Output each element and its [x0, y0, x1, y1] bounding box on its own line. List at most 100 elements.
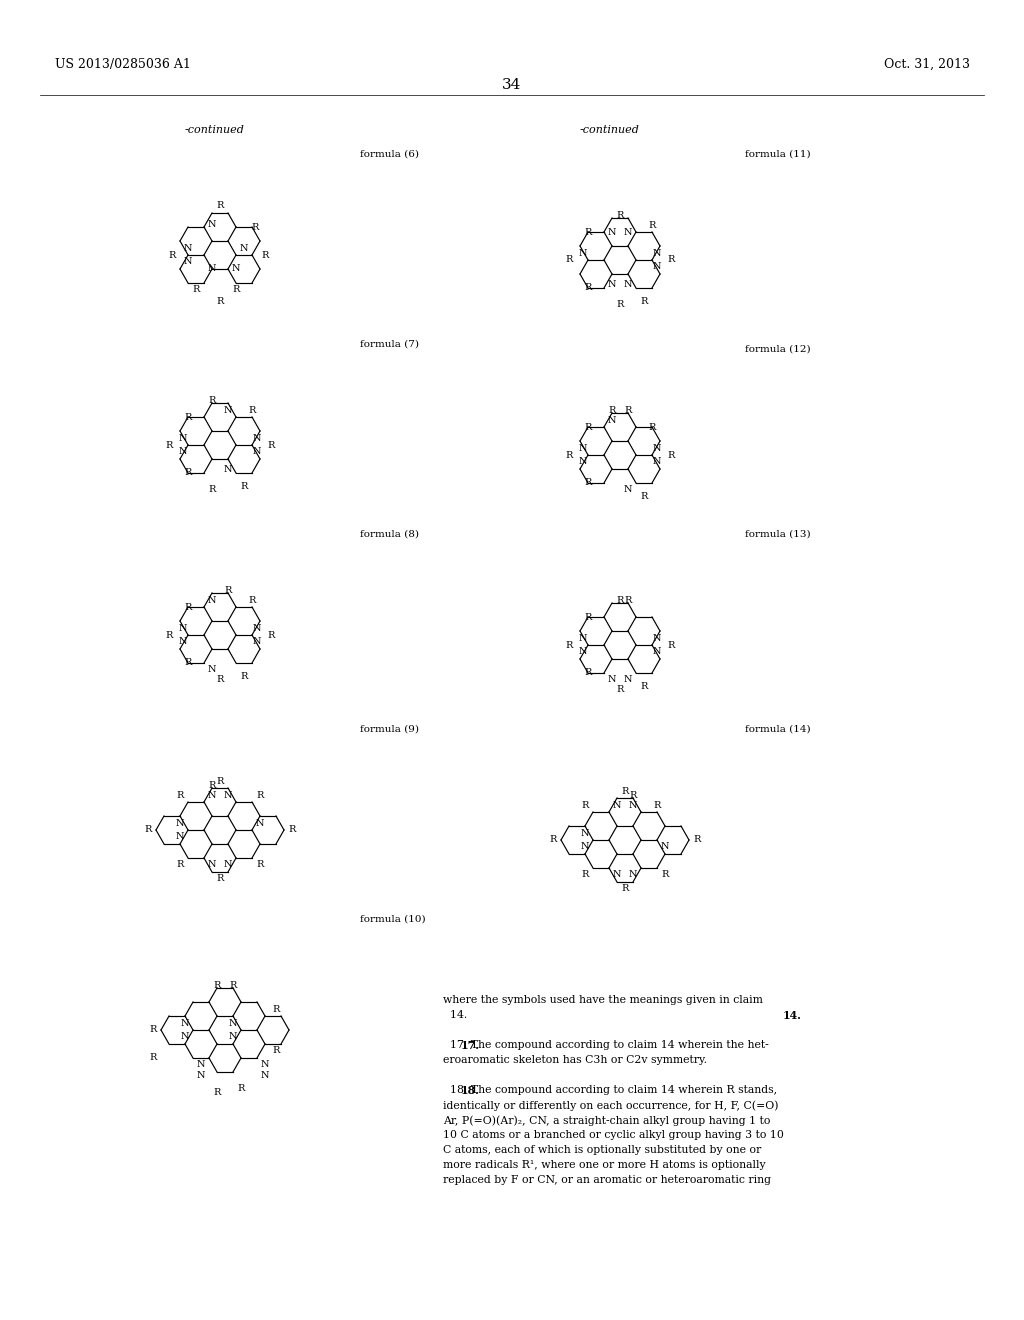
Text: R: R	[248, 405, 256, 414]
Text: N: N	[253, 447, 261, 457]
Text: eroaromatic skeleton has C3h or C2v symmetry.: eroaromatic skeleton has C3h or C2v symm…	[443, 1055, 707, 1065]
Text: R: R	[668, 256, 675, 264]
Text: formula (9): formula (9)	[360, 725, 419, 734]
Text: N: N	[224, 466, 232, 474]
Text: N: N	[660, 842, 670, 851]
Text: N: N	[253, 638, 261, 647]
Text: 14.: 14.	[783, 1010, 802, 1020]
Text: N: N	[208, 264, 216, 273]
Text: R: R	[267, 441, 274, 450]
Text: identically or differently on each occurrence, for H, F, C(=O): identically or differently on each occur…	[443, 1100, 778, 1110]
Text: N: N	[608, 675, 616, 684]
Text: N: N	[608, 280, 616, 289]
Text: N: N	[179, 638, 187, 647]
Text: N: N	[224, 861, 232, 869]
Text: R: R	[256, 861, 264, 869]
Text: C atoms, each of which is optionally substituted by one or: C atoms, each of which is optionally sub…	[443, 1144, 761, 1155]
Text: N: N	[624, 675, 632, 684]
Text: R: R	[216, 777, 223, 785]
Text: R: R	[668, 640, 675, 649]
Text: N: N	[208, 861, 216, 869]
Text: 18.: 18.	[461, 1085, 480, 1096]
Text: 17. The compound according to claim 14 wherein the het-: 17. The compound according to claim 14 w…	[443, 1040, 769, 1049]
Text: R: R	[693, 836, 700, 845]
Text: R: R	[216, 675, 223, 684]
Text: N: N	[176, 833, 184, 841]
Text: R: R	[267, 631, 274, 639]
Text: R: R	[585, 228, 592, 236]
Text: R: R	[653, 801, 660, 810]
Text: R: R	[565, 450, 572, 459]
Text: 18. The compound according to claim 14 wherein R stands,: 18. The compound according to claim 14 w…	[443, 1085, 777, 1096]
Text: N: N	[629, 801, 637, 810]
Text: formula (7): formula (7)	[360, 341, 419, 348]
Text: R: R	[252, 223, 259, 232]
Text: N: N	[253, 623, 261, 632]
Text: formula (11): formula (11)	[745, 150, 811, 158]
Text: 14.: 14.	[443, 1010, 467, 1020]
Text: R: R	[585, 284, 592, 292]
Text: 34: 34	[503, 78, 521, 92]
Text: R: R	[208, 396, 216, 405]
Text: R: R	[616, 300, 624, 309]
Text: formula (8): formula (8)	[360, 531, 419, 539]
Text: R: R	[213, 1088, 221, 1097]
Text: R: R	[272, 1047, 280, 1055]
Text: formula (13): formula (13)	[745, 531, 811, 539]
Text: N: N	[253, 433, 261, 442]
Text: N: N	[652, 444, 662, 453]
Text: R: R	[648, 422, 655, 432]
Text: R: R	[549, 836, 557, 845]
Text: R: R	[208, 484, 216, 494]
Text: R: R	[261, 251, 268, 260]
Text: R: R	[662, 870, 669, 879]
Text: US 2013/0285036 A1: US 2013/0285036 A1	[55, 58, 190, 71]
Text: N: N	[179, 433, 187, 442]
Text: R: R	[184, 659, 191, 667]
Text: N: N	[261, 1060, 269, 1069]
Text: N: N	[608, 228, 616, 236]
Text: N: N	[624, 228, 632, 236]
Text: N: N	[579, 444, 588, 453]
Text: N: N	[208, 219, 216, 228]
Text: R: R	[165, 631, 172, 639]
Text: N: N	[208, 791, 216, 800]
Text: R: R	[238, 1084, 245, 1093]
Text: R: R	[216, 874, 223, 883]
Text: N: N	[224, 405, 232, 414]
Text: N: N	[181, 1032, 189, 1041]
Text: N: N	[240, 244, 248, 252]
Text: R: R	[622, 884, 629, 894]
Text: R: R	[630, 791, 637, 800]
Text: N: N	[652, 634, 662, 643]
Text: where the symbols used have the meanings given in claim: where the symbols used have the meanings…	[443, 995, 763, 1005]
Text: R: R	[585, 478, 592, 487]
Text: R: R	[168, 251, 176, 260]
Text: R: R	[668, 450, 675, 459]
Text: R: R	[622, 787, 629, 796]
Text: R: R	[640, 297, 648, 306]
Text: R: R	[585, 612, 592, 622]
Text: R: R	[241, 482, 248, 491]
Text: formula (14): formula (14)	[745, 725, 811, 734]
Text: R: R	[565, 256, 572, 264]
Text: R: R	[208, 781, 216, 791]
Text: N: N	[652, 248, 662, 257]
Text: N: N	[624, 280, 632, 289]
Text: R: R	[640, 492, 648, 502]
Text: R: R	[582, 870, 589, 879]
Text: R: R	[625, 597, 632, 605]
Text: N: N	[231, 264, 241, 273]
Text: N: N	[612, 801, 622, 810]
Text: R: R	[176, 861, 183, 869]
Text: R: R	[176, 791, 183, 800]
Text: replaced by F or CN, or an aromatic or heteroaromatic ring: replaced by F or CN, or an aromatic or h…	[443, 1175, 771, 1185]
Text: R: R	[229, 981, 237, 990]
Text: N: N	[652, 263, 662, 272]
Text: more radicals R¹, where one or more H atoms is optionally: more radicals R¹, where one or more H at…	[443, 1160, 766, 1170]
Text: N: N	[579, 647, 588, 656]
Text: R: R	[150, 1026, 157, 1035]
Text: N: N	[197, 1072, 205, 1080]
Text: N: N	[224, 791, 232, 800]
Text: -continued: -continued	[580, 125, 640, 135]
